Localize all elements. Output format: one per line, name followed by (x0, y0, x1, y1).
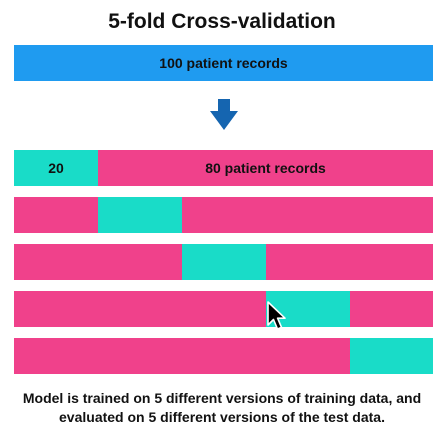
test-segment: 20 (14, 150, 98, 186)
full-dataset-bar: 100 patient records (14, 45, 433, 81)
mouse-pointer-icon (267, 301, 286, 330)
training-segment (14, 291, 266, 327)
caption-line-1: Model is trained on 5 different versions… (22, 390, 422, 406)
training-segment (14, 244, 182, 280)
test-segment (98, 197, 182, 233)
training-segment (266, 244, 433, 280)
fold-row (14, 244, 433, 280)
test-segment (266, 291, 350, 327)
fold-row (14, 338, 433, 374)
page-title: 5-fold Cross-validation (108, 10, 336, 33)
training-segment: 80 patient records (98, 150, 433, 186)
training-segment (182, 197, 433, 233)
fold-row (14, 197, 433, 233)
training-segment (14, 197, 98, 233)
fold-row (14, 291, 433, 327)
training-segment (350, 291, 433, 327)
fold-row: 80 patient records 20 (14, 150, 433, 186)
test-segment (182, 244, 266, 280)
down-arrow-icon (210, 99, 238, 130)
test-segment (350, 338, 433, 374)
caption-line-2: evaluated on 5 different versions of the… (59, 409, 385, 425)
caption: Model is trained on 5 different versions… (0, 389, 444, 427)
full-dataset-label: 100 patient records (159, 55, 288, 71)
training-segment (14, 338, 350, 374)
